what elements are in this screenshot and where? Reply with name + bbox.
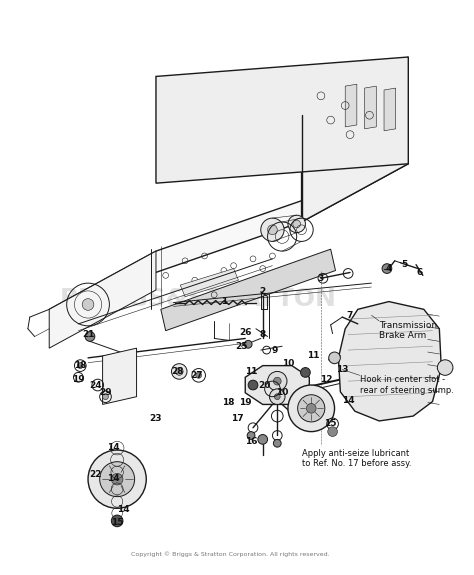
Circle shape xyxy=(288,385,335,432)
Text: 14: 14 xyxy=(107,474,119,482)
Circle shape xyxy=(274,394,280,400)
Text: 7: 7 xyxy=(347,310,353,320)
Polygon shape xyxy=(301,57,408,222)
Polygon shape xyxy=(102,348,137,404)
Circle shape xyxy=(298,394,325,422)
Circle shape xyxy=(77,363,83,369)
Circle shape xyxy=(288,215,305,233)
Circle shape xyxy=(248,380,258,390)
Text: 4: 4 xyxy=(386,264,392,273)
Text: 26: 26 xyxy=(239,328,252,337)
Text: 29: 29 xyxy=(99,388,112,397)
Polygon shape xyxy=(384,88,396,131)
Text: 16: 16 xyxy=(245,437,257,446)
Text: 15: 15 xyxy=(111,518,123,527)
Circle shape xyxy=(273,377,281,385)
Circle shape xyxy=(82,298,94,310)
Text: Transmission
Brake Arm: Transmission Brake Arm xyxy=(379,321,438,340)
Text: 11: 11 xyxy=(307,351,319,361)
Circle shape xyxy=(270,389,285,404)
Text: 13: 13 xyxy=(336,365,348,374)
Text: 17: 17 xyxy=(231,413,244,423)
Text: 25: 25 xyxy=(235,342,247,351)
Text: 15: 15 xyxy=(324,419,337,428)
Text: 28: 28 xyxy=(171,367,183,376)
Text: Hook in center slot -
rear of steering sump.: Hook in center slot - rear of steering s… xyxy=(360,375,454,394)
Polygon shape xyxy=(49,251,156,348)
Polygon shape xyxy=(49,164,408,309)
Text: BRIGGS&STRATTON: BRIGGS&STRATTON xyxy=(60,287,337,311)
Text: 3: 3 xyxy=(318,274,324,283)
Text: 14: 14 xyxy=(117,505,129,513)
Text: 18: 18 xyxy=(74,361,87,370)
Polygon shape xyxy=(156,57,408,183)
Circle shape xyxy=(175,367,183,375)
Circle shape xyxy=(273,439,281,447)
Text: Copyright © Briggs & Stratton Corporation. All rights reserved.: Copyright © Briggs & Stratton Corporatio… xyxy=(131,551,330,557)
Circle shape xyxy=(258,435,267,444)
Text: 5: 5 xyxy=(401,260,408,269)
Polygon shape xyxy=(161,249,336,331)
Polygon shape xyxy=(245,366,310,404)
Circle shape xyxy=(111,473,123,485)
Text: 24: 24 xyxy=(90,381,102,389)
Text: 19: 19 xyxy=(72,375,85,384)
Circle shape xyxy=(301,367,310,377)
Circle shape xyxy=(306,404,316,413)
Polygon shape xyxy=(345,84,357,127)
Circle shape xyxy=(328,427,337,436)
Circle shape xyxy=(102,394,109,400)
Text: 8: 8 xyxy=(260,330,266,339)
Text: 18: 18 xyxy=(221,398,234,407)
Text: Apply anti-seize lubricant
to Ref. No. 17 before assy.: Apply anti-seize lubricant to Ref. No. 1… xyxy=(301,449,411,469)
Circle shape xyxy=(382,264,392,274)
Circle shape xyxy=(328,352,340,363)
Text: 23: 23 xyxy=(150,413,162,423)
Text: 10: 10 xyxy=(282,359,294,368)
Circle shape xyxy=(267,371,287,391)
Text: 19: 19 xyxy=(239,398,252,407)
Text: 6: 6 xyxy=(417,268,423,277)
Circle shape xyxy=(267,225,277,235)
Text: 20: 20 xyxy=(258,381,271,389)
Text: 1: 1 xyxy=(221,297,227,306)
Circle shape xyxy=(244,340,252,348)
Text: 10: 10 xyxy=(276,388,288,397)
Circle shape xyxy=(88,450,146,508)
Text: 14: 14 xyxy=(342,396,355,405)
Text: 2: 2 xyxy=(260,288,266,296)
Circle shape xyxy=(247,432,255,439)
Text: 21: 21 xyxy=(82,330,94,339)
Text: 9: 9 xyxy=(271,346,278,355)
Text: 12: 12 xyxy=(320,375,333,384)
Circle shape xyxy=(111,515,123,527)
Polygon shape xyxy=(365,86,376,129)
Circle shape xyxy=(438,360,453,375)
Polygon shape xyxy=(338,301,441,421)
Circle shape xyxy=(85,332,95,342)
Text: 27: 27 xyxy=(191,371,203,380)
Text: 14: 14 xyxy=(107,443,119,451)
Polygon shape xyxy=(180,269,238,297)
Text: 22: 22 xyxy=(90,470,102,479)
Circle shape xyxy=(293,220,301,228)
Circle shape xyxy=(261,218,284,242)
Text: 11: 11 xyxy=(245,367,257,376)
Circle shape xyxy=(196,373,201,378)
Circle shape xyxy=(172,363,187,379)
Circle shape xyxy=(100,462,135,497)
